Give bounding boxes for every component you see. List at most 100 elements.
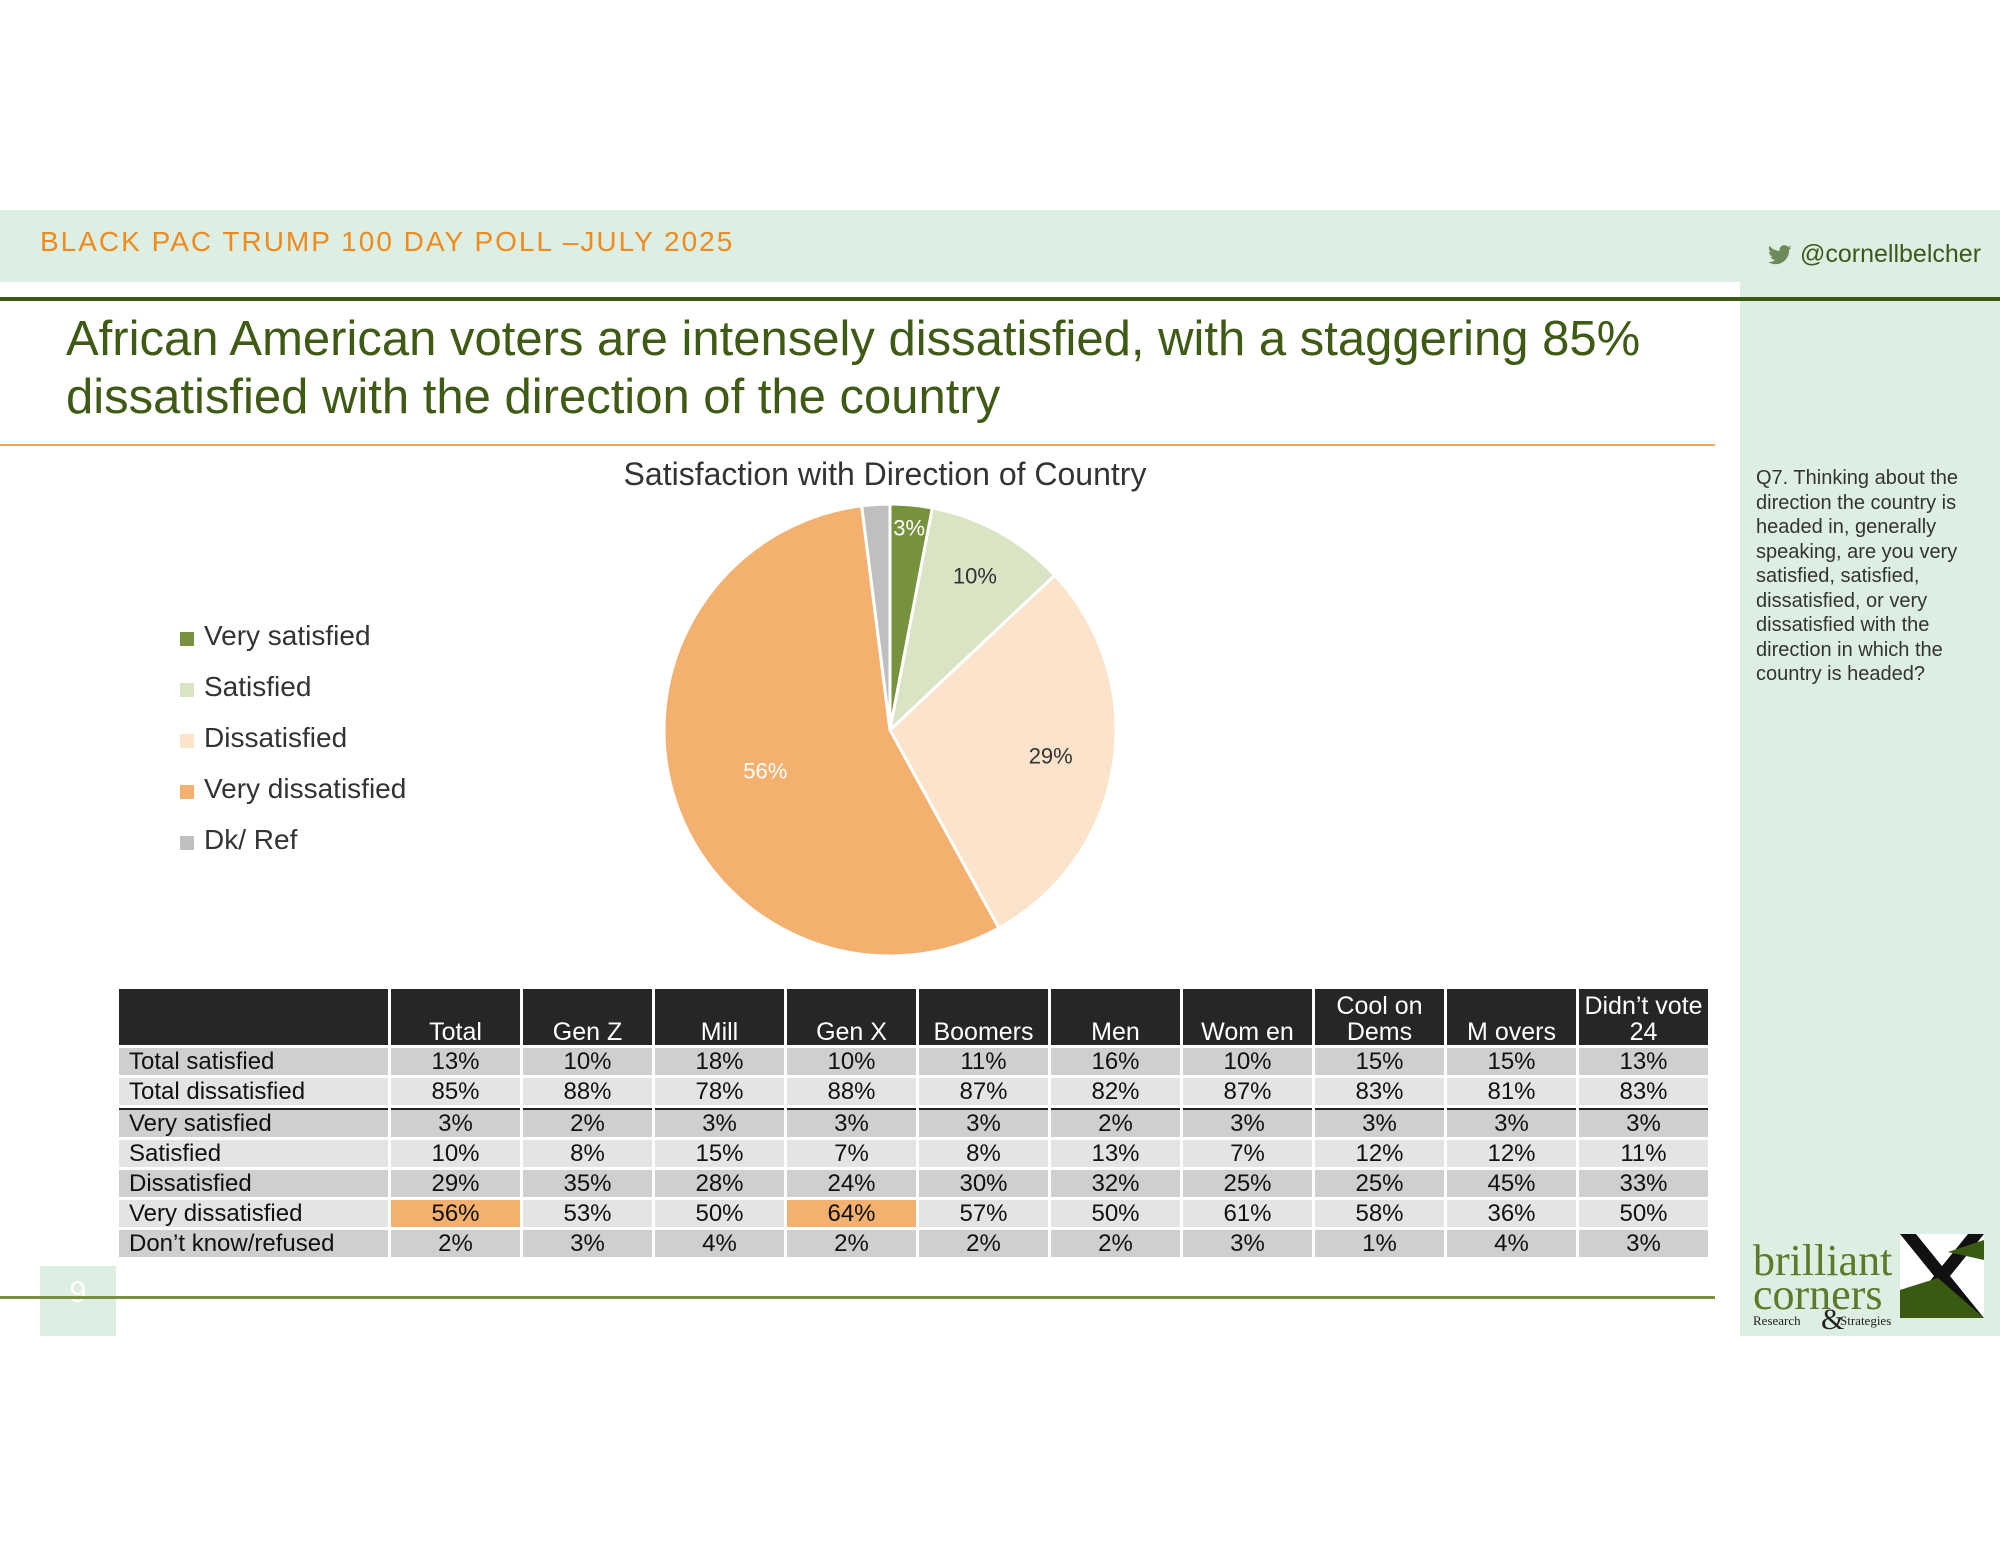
table-cell: 3% (1183, 1230, 1312, 1257)
headline-divider (0, 444, 1715, 446)
legend-swatch (180, 683, 194, 697)
table-cell: 32% (1051, 1170, 1180, 1197)
table-cell: 3% (1447, 1108, 1576, 1137)
table-row-label: Dissatisfied (119, 1170, 388, 1197)
pie-chart: 3% 10% 29% 56% (662, 502, 1118, 958)
table-cell: 15% (655, 1140, 784, 1167)
legend-label: Dissatisfied (204, 722, 348, 753)
table-column-header: Gen Z (523, 989, 652, 1045)
pie-slice-very-dissatisfied (662, 504, 1001, 958)
table-cell: 8% (919, 1140, 1048, 1167)
table-column-header: Cool on Dems (1315, 989, 1444, 1045)
table-cell: 18% (655, 1048, 784, 1075)
page-number-box (40, 1266, 116, 1336)
table-cell: 50% (655, 1200, 784, 1227)
table-cell: 3% (1579, 1108, 1708, 1137)
table-cell: 2% (391, 1230, 520, 1257)
legend-item: Dk/ Ref (180, 824, 297, 856)
slide-headline: African American voters are intensely di… (66, 312, 1641, 424)
table-column-header: Men (1051, 989, 1180, 1045)
table-cell: 8% (523, 1140, 652, 1167)
table-cell: 50% (1579, 1200, 1708, 1227)
crosstab-table: Total Gen Z Mill Gen X Boomers Men Wom en Cool … (116, 986, 1711, 1260)
logo-line2: corners (1753, 1270, 1883, 1319)
table-column-header: M overs (1447, 989, 1576, 1045)
table-cell: 83% (1579, 1078, 1708, 1105)
table-cell: 11% (1579, 1140, 1708, 1167)
legend-label: Very dissatisfied (204, 773, 407, 804)
table-cell: 64% (787, 1200, 916, 1227)
table-cell: 3% (1183, 1108, 1312, 1137)
table-cell: 15% (1315, 1048, 1444, 1075)
table-cell: 2% (523, 1108, 652, 1137)
chart-title: Satisfaction with Direction of Country (623, 456, 1147, 492)
table-cell: 2% (787, 1230, 916, 1257)
logo-line1: brilliant (1753, 1236, 1892, 1285)
table-cell: 78% (655, 1078, 784, 1105)
table-cell: 10% (1183, 1048, 1312, 1075)
table-row: Don’t know/refused 2% 3% 4% 2% 2% 2% 3% 1% 4% 3% (119, 1230, 1708, 1257)
table-cell: 53% (523, 1200, 652, 1227)
table-cell: 28% (655, 1170, 784, 1197)
table-cell: 13% (1051, 1140, 1180, 1167)
table-cell: 10% (787, 1048, 916, 1075)
table-column-header: Total (391, 989, 520, 1045)
table-cell: 3% (919, 1108, 1048, 1137)
table-cell: 3% (787, 1108, 916, 1137)
logo-strategies: Strategies (1840, 1313, 1891, 1328)
legend-item: Very satisfied (180, 620, 371, 652)
legend-label: Satisfied (204, 671, 312, 702)
pie-data-label: 10% (953, 564, 997, 589)
table-cell: 11% (919, 1048, 1048, 1075)
table-cell: 3% (1315, 1108, 1444, 1137)
table-cell: 33% (1579, 1170, 1708, 1197)
table-header-blank (119, 989, 388, 1045)
table-cell: 4% (1447, 1230, 1576, 1257)
table-cell: 7% (787, 1140, 916, 1167)
table-cell: 50% (1051, 1200, 1180, 1227)
legend-swatch (180, 785, 194, 799)
table-row: Satisfied 10% 8% 15% 7% 8% 13% 7% 12% 12% 11% (119, 1140, 1708, 1167)
table-cell: 56% (391, 1200, 520, 1227)
footer-divider (0, 1296, 1715, 1299)
pie-data-label: 29% (1029, 743, 1073, 768)
table-cell: 88% (523, 1078, 652, 1105)
table-cell: 45% (1447, 1170, 1576, 1197)
table-cell: 83% (1315, 1078, 1444, 1105)
table-cell: 13% (391, 1048, 520, 1075)
twitter-handle-text: @cornellbelcher (1800, 240, 1982, 268)
table-row-label: Don’t know/refused (119, 1230, 388, 1257)
table-column-header: Gen X (787, 989, 916, 1045)
twitter-bird-icon (1768, 244, 1792, 264)
poll-title: BLACK PAC TRUMP 100 DAY POLL –JULY 2025 (40, 226, 735, 257)
table-row-label: Satisfied (119, 1140, 388, 1167)
legend-item: Very dissatisfied (180, 773, 406, 805)
header-band (0, 210, 2000, 282)
pie-slice-dissatisfied (888, 573, 1118, 931)
pie-slice-dk-ref (859, 502, 892, 731)
table-row: Total dissatisfied 85% 88% 78% 88% 87% 82% 87% 8… (119, 1078, 1708, 1105)
logo-ampersand: & (1821, 1303, 1844, 1330)
page-number: 9 (69, 1276, 87, 1309)
twitter-handle[interactable]: @cornellbelcher (1768, 240, 1981, 269)
table-cell: 57% (919, 1200, 1048, 1227)
legend-swatch (180, 734, 194, 748)
table-cell: 35% (523, 1170, 652, 1197)
logo-research: Research (1753, 1313, 1801, 1328)
pie-data-label: 3% (893, 516, 925, 541)
table-row-label: Total satisfied (119, 1048, 388, 1075)
table-cell: 12% (1315, 1140, 1444, 1167)
table-cell: 3% (655, 1108, 784, 1137)
pie-data-label: 56% (743, 759, 787, 784)
table-cell: 87% (919, 1078, 1048, 1105)
table-column-header: Mill (655, 989, 784, 1045)
table-cell: 2% (1051, 1108, 1180, 1137)
logo-x-mark-icon (1900, 1234, 1984, 1318)
table-cell: 87% (1183, 1078, 1312, 1105)
table-cell: 2% (919, 1230, 1048, 1257)
table-cell: 3% (523, 1230, 652, 1257)
table-row: Dissatisfied 29% 35% 28% 24% 30% 32% 25% 25% 45% 3… (119, 1170, 1708, 1197)
table-row: Very satisfied 3% 2% 3% 3% 3% 2% 3% 3% 3% 3% (119, 1108, 1708, 1137)
table-column-header: Didn’t vote 24 (1579, 989, 1708, 1045)
table-row: Total satisfied 13% 10% 18% 10% 11% 16% 10% 15% 1… (119, 1048, 1708, 1075)
